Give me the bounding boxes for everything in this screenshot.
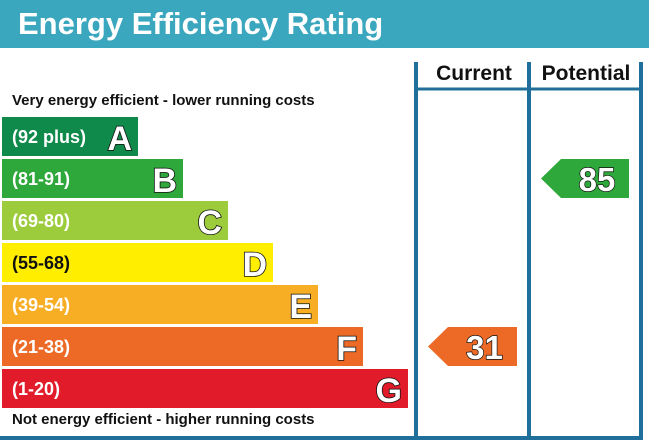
column-header-potential: Potential [542, 62, 631, 85]
chart-title: Energy Efficiency Rating [18, 6, 383, 41]
band-range-label: (55-68) [12, 253, 70, 273]
band-c: (69-80) C [2, 201, 228, 243]
band-range-label: (81-91) [12, 169, 70, 189]
band-b: (81-91) B [2, 159, 183, 201]
top-note: Very energy efficient - lower running co… [12, 92, 315, 109]
band-range-label: (69-80) [12, 211, 70, 231]
band-f: (21-38) F [2, 327, 363, 369]
band-bar [2, 201, 228, 240]
bottom-note: Not energy efficient - higher running co… [12, 411, 315, 428]
band-range-label: (1-20) [12, 379, 60, 399]
rating-potential: 85 [541, 159, 629, 199]
band-letter: D [242, 246, 267, 284]
rating-value: 85 [579, 161, 616, 198]
band-letter: F [336, 330, 357, 368]
rating-current: 31 [428, 327, 517, 367]
title-bar [0, 0, 649, 48]
band-letter: A [107, 120, 132, 158]
rating-arrow-shape [541, 159, 629, 198]
band-d: (55-68) D [2, 243, 273, 285]
chart-frame [0, 62, 643, 440]
band-g: (1-20) G [2, 369, 408, 411]
rating-arrows: 31 85 [428, 159, 629, 367]
rating-value: 31 [466, 329, 503, 366]
band-bar [2, 285, 318, 324]
rating-arrow-shape [428, 327, 517, 366]
band-bar [2, 117, 138, 156]
band-range-label: (92 plus) [12, 127, 86, 147]
rating-bands: (92 plus) A(81-91) B(69-80) C(55-68) D(39-54… [2, 117, 408, 411]
band-e: (39-54) E [2, 285, 318, 327]
band-letter: G [376, 372, 402, 410]
band-bar [2, 159, 183, 198]
band-bar [2, 243, 273, 282]
band-range-label: (21-38) [12, 337, 70, 357]
band-bar [2, 369, 408, 408]
band-a: (92 plus) A [2, 117, 138, 159]
band-range-label: (39-54) [12, 295, 70, 315]
band-letter: E [289, 288, 312, 326]
column-header-current: Current [436, 62, 512, 85]
band-bar [2, 327, 363, 366]
band-letter: B [152, 162, 177, 200]
band-letter: C [197, 204, 222, 242]
